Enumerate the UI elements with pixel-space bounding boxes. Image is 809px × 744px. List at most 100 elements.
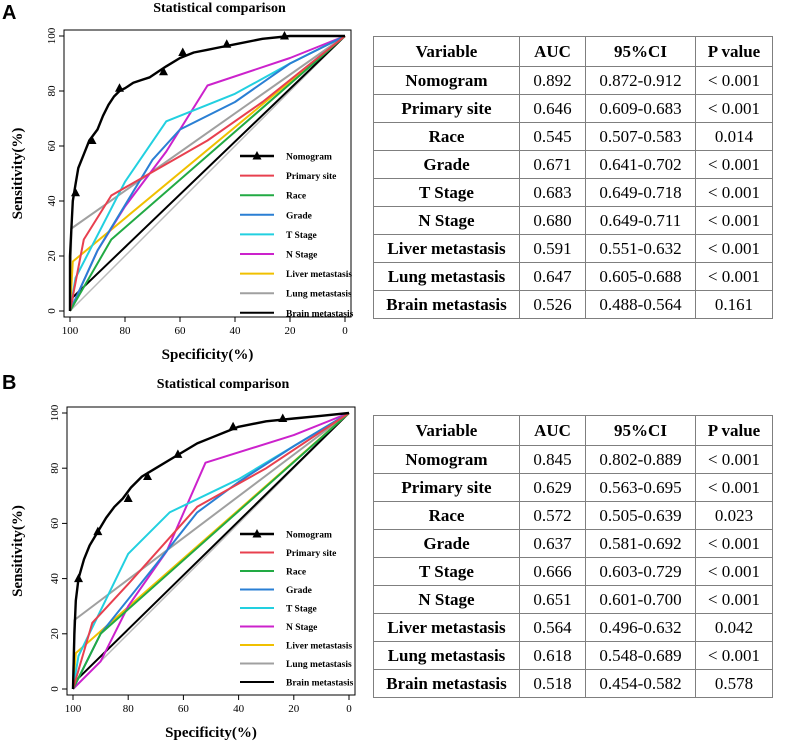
table-row: Grade 0.671 0.641-0.702 < 0.001 bbox=[373, 150, 773, 179]
row-auc: 0.647 bbox=[519, 262, 586, 291]
nomogram-marker bbox=[71, 187, 80, 197]
row-p-value: 0.023 bbox=[695, 501, 773, 530]
nomogram-marker bbox=[143, 471, 153, 480]
plot-frame bbox=[66, 406, 356, 696]
header-ci: 95%CI bbox=[585, 415, 696, 446]
table-row: Nomogram 0.845 0.802-0.889 < 0.001 bbox=[373, 445, 773, 474]
header-p-value: P value bbox=[695, 36, 773, 67]
legend-label: Nomogram bbox=[286, 153, 332, 163]
row-p-value: < 0.001 bbox=[695, 234, 773, 263]
table-header-row: Variable AUC 95%CI P value bbox=[373, 415, 773, 446]
x-axis-label: Specificity(%) bbox=[162, 347, 254, 363]
row-auc: 0.591 bbox=[519, 234, 586, 263]
row-variable: N Stage bbox=[373, 585, 520, 614]
row-variable: Grade bbox=[373, 529, 520, 558]
y-tick-label: 80 bbox=[49, 462, 61, 474]
row-auc: 0.683 bbox=[519, 178, 586, 207]
header-p-value: P value bbox=[695, 415, 773, 446]
legend-label: Grade bbox=[286, 211, 312, 221]
y-tick-label: 20 bbox=[49, 628, 61, 640]
row-ci: 0.802-0.889 bbox=[585, 445, 696, 474]
nomogram-marker bbox=[115, 83, 124, 92]
row-variable: Primary site bbox=[373, 94, 520, 123]
nomogram-marker bbox=[74, 573, 84, 583]
row-ci: 0.605-0.688 bbox=[585, 262, 696, 291]
legend-label: Race bbox=[286, 568, 306, 578]
row-ci: 0.563-0.695 bbox=[585, 473, 696, 502]
table-row: Lung metastasis 0.647 0.605-0.688 < 0.001 bbox=[373, 262, 773, 291]
nomogram-marker bbox=[178, 47, 188, 56]
row-ci: 0.507-0.583 bbox=[585, 122, 696, 151]
header-variable: Variable bbox=[373, 415, 520, 446]
row-variable: Race bbox=[373, 122, 520, 151]
panel-b: B Statistical comparison 100 80 60 40 20 0 0 20 4… bbox=[0, 370, 809, 744]
row-auc: 0.545 bbox=[519, 122, 586, 151]
legend-label: Primary site bbox=[286, 549, 336, 559]
row-variable: T Stage bbox=[373, 178, 520, 207]
row-ci: 0.454-0.582 bbox=[585, 669, 696, 698]
header-auc: AUC bbox=[519, 415, 586, 446]
nomogram-marker bbox=[228, 421, 238, 431]
row-p-value: < 0.001 bbox=[695, 585, 773, 614]
table-row: Grade 0.637 0.581-0.692 < 0.001 bbox=[373, 529, 773, 558]
header-auc: AUC bbox=[519, 36, 586, 67]
row-auc: 0.629 bbox=[519, 473, 586, 502]
legend-label: Brain metastasis bbox=[286, 309, 354, 319]
x-tick-label: 0 bbox=[342, 325, 348, 337]
row-variable: N Stage bbox=[373, 206, 520, 235]
x-tick-label: 100 bbox=[65, 703, 82, 715]
reference-diagonal bbox=[69, 35, 346, 312]
row-auc: 0.892 bbox=[519, 66, 586, 95]
x-tick-label: 40 bbox=[233, 703, 245, 715]
legend-label: T Stage bbox=[286, 231, 317, 241]
row-variable: Lung metastasis bbox=[373, 641, 520, 670]
row-auc: 0.618 bbox=[519, 641, 586, 670]
x-axis-label: Specificity(%) bbox=[165, 725, 257, 741]
series-line-primary-site bbox=[72, 412, 350, 690]
panel-label: A bbox=[2, 2, 17, 24]
row-auc: 0.671 bbox=[519, 150, 586, 179]
row-ci: 0.551-0.632 bbox=[585, 234, 696, 263]
row-p-value: 0.014 bbox=[695, 122, 773, 151]
y-tick-label: 40 bbox=[46, 195, 58, 207]
table-row: Liver metastasis 0.591 0.551-0.632 < 0.001 bbox=[373, 234, 773, 263]
auc-table: Variable AUC 95%CI P value Nomogram 0.892… bbox=[373, 36, 773, 319]
row-p-value: 0.042 bbox=[695, 613, 773, 642]
row-ci: 0.603-0.729 bbox=[585, 557, 696, 586]
table-row: N Stage 0.651 0.601-0.700 < 0.001 bbox=[373, 585, 773, 614]
row-p-value: < 0.001 bbox=[695, 445, 773, 474]
x-tick-label: 80 bbox=[120, 325, 132, 337]
row-p-value: < 0.001 bbox=[695, 206, 773, 235]
header-ci: 95%CI bbox=[585, 36, 696, 67]
row-ci: 0.488-0.564 bbox=[585, 290, 696, 319]
row-auc: 0.637 bbox=[519, 529, 586, 558]
legend-label: Lung metastasis bbox=[286, 660, 352, 670]
table-header-row: Variable AUC 95%CI P value bbox=[373, 36, 773, 67]
plot-frame bbox=[63, 29, 352, 318]
row-p-value: < 0.001 bbox=[695, 529, 773, 558]
table-row: T Stage 0.683 0.649-0.718 < 0.001 bbox=[373, 178, 773, 207]
nomogram-marker bbox=[123, 493, 133, 503]
row-ci: 0.649-0.711 bbox=[585, 206, 696, 235]
x-tick-label: 20 bbox=[288, 703, 300, 715]
legend-label: Liver metastasis bbox=[286, 270, 352, 280]
legend-label: N Stage bbox=[286, 251, 317, 261]
row-ci: 0.581-0.692 bbox=[585, 529, 696, 558]
row-variable: Nomogram bbox=[373, 66, 520, 95]
legend-label: Nomogram bbox=[286, 531, 332, 541]
table-row: Primary site 0.646 0.609-0.683 < 0.001 bbox=[373, 94, 773, 123]
row-variable: T Stage bbox=[373, 557, 520, 586]
legend-marker bbox=[252, 529, 262, 538]
row-p-value: < 0.001 bbox=[695, 641, 773, 670]
y-tick-label: 40 bbox=[49, 573, 61, 585]
row-p-value: 0.161 bbox=[695, 290, 773, 319]
legend-label: T Stage bbox=[286, 605, 317, 615]
row-ci: 0.548-0.689 bbox=[585, 641, 696, 670]
series-line-race bbox=[69, 35, 346, 312]
table-row: Liver metastasis 0.564 0.496-0.632 0.042 bbox=[373, 613, 773, 642]
legend-label: Race bbox=[286, 192, 306, 202]
y-tick-label: 60 bbox=[49, 517, 61, 529]
x-tick-label: 40 bbox=[230, 325, 242, 337]
row-p-value: < 0.001 bbox=[695, 557, 773, 586]
panel-label: B bbox=[2, 372, 17, 394]
